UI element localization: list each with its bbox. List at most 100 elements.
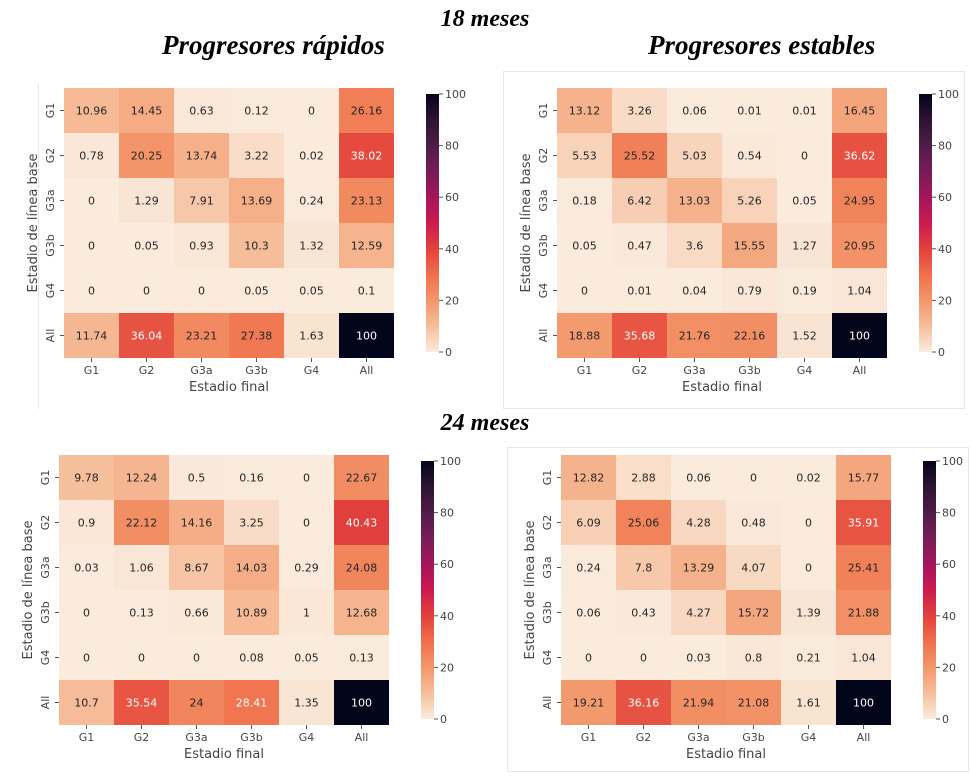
cell-value-label: 24.08 (346, 562, 378, 575)
heatmap-cell (114, 635, 169, 680)
cell-value-label: 24 (190, 697, 204, 710)
cell-value-label: 0.08 (239, 652, 264, 665)
heatmap-cell (334, 590, 389, 635)
heatmap-cell (279, 590, 334, 635)
colorbar-tick-label: 60 (440, 558, 454, 571)
heatmap-cell (114, 680, 169, 725)
heatmap-cell (224, 680, 279, 725)
heatmap-cell (114, 590, 169, 635)
x-tick-label: G3b (240, 731, 263, 744)
cell-value-label: 40.43 (346, 517, 378, 530)
cell-value-label: 10.89 (236, 607, 268, 620)
cell-value-label: 1 (303, 607, 310, 620)
heatmap-cell (59, 590, 114, 635)
x-tick-label: G4 (299, 731, 315, 744)
heatmap-cell (169, 545, 224, 590)
heatmap-cell (279, 635, 334, 680)
heatmap-cell (279, 500, 334, 545)
cell-value-label: 12.68 (346, 607, 378, 620)
y-axis-label: Estadio de línea base (21, 521, 36, 660)
colorbar-tick-label: 80 (440, 507, 454, 520)
heatmap-cell (169, 680, 224, 725)
heatmap-cell (59, 545, 114, 590)
heatmap-cell (224, 500, 279, 545)
cell-value-label: 0.05 (294, 652, 319, 665)
cell-value-label: 28.41 (236, 697, 268, 710)
heatmap-cell (334, 455, 389, 500)
cell-value-label: 3.25 (239, 517, 264, 530)
colorbar-tick-label: 40 (440, 610, 454, 623)
heatmap-cell (334, 545, 389, 590)
cell-value-label: 0.13 (129, 607, 154, 620)
cell-value-label: 0 (303, 517, 310, 530)
heatmap-cell (224, 545, 279, 590)
heatmap-cell (224, 590, 279, 635)
heatmap-cell (114, 545, 169, 590)
y-tick-label: G3b (39, 601, 52, 624)
heatmap-cell (169, 500, 224, 545)
panel-frame-18m-estables (503, 71, 965, 409)
heatmap-cell (334, 635, 389, 680)
panel-frame-18m-rapidos (38, 84, 488, 409)
heatmap-cell (169, 635, 224, 680)
heatmap-cell (169, 455, 224, 500)
cell-value-label: 0.5 (188, 472, 206, 485)
heatmap-cell (59, 635, 114, 680)
y-tick-label: G3a (39, 556, 52, 578)
heatmap-cell (279, 545, 334, 590)
heatmap-cell (114, 500, 169, 545)
cell-value-label: 0.03 (74, 562, 99, 575)
cell-value-label: 14.03 (236, 562, 268, 575)
cell-value-label: 0 (193, 652, 200, 665)
heatmap-cell (169, 590, 224, 635)
heatmap-cell (224, 635, 279, 680)
heatmap-cell (279, 455, 334, 500)
cell-value-label: 0.66 (184, 607, 209, 620)
cell-value-label: 0 (83, 607, 90, 620)
x-tick-label: G2 (134, 731, 150, 744)
colorbar-tick-label: 100 (440, 455, 461, 468)
heatmap-cell (334, 500, 389, 545)
x-axis-label: Estadio final (184, 747, 264, 762)
x-tick-label: All (355, 731, 369, 744)
colorbar-tick-label: 0 (440, 713, 447, 726)
cell-value-label: 0.9 (78, 517, 96, 530)
cell-value-label: 0.29 (294, 562, 319, 575)
panel-title-rapidos: Progresores rápidos (162, 30, 385, 60)
cell-value-label: 9.78 (74, 472, 99, 485)
cell-value-label: 35.54 (126, 697, 158, 710)
cell-value-label: 22.67 (346, 472, 378, 485)
cell-value-label: 1.35 (294, 697, 319, 710)
colorbar (421, 461, 434, 719)
y-tick-label: All (39, 696, 52, 710)
heatmap-cell (59, 455, 114, 500)
heatmap-cell (114, 455, 169, 500)
cell-value-label: 100 (351, 697, 372, 710)
heatmap-cell (334, 680, 389, 725)
cell-value-label: 0 (303, 472, 310, 485)
x-tick-label: G1 (79, 731, 95, 744)
cell-value-label: 0.13 (349, 652, 374, 665)
cell-value-label: 1.06 (129, 562, 154, 575)
title-24-meses: 24 meses (440, 410, 530, 436)
colorbar-tick-label: 20 (440, 661, 454, 674)
x-tick-label: G3a (185, 731, 207, 744)
heatmap-cell (59, 680, 114, 725)
title-18-meses: 18 meses (440, 6, 530, 32)
cell-value-label: 10.7 (74, 697, 99, 710)
cell-value-label: 14.16 (181, 517, 213, 530)
y-tick-label: G4 (39, 650, 52, 666)
y-tick-label: G1 (39, 470, 52, 486)
heatmap-cell (279, 680, 334, 725)
panel-title-estables: Progresores estables (648, 30, 876, 60)
cell-value-label: 22.12 (126, 517, 158, 530)
cell-value-label: 8.67 (184, 562, 209, 575)
panel-frame-24m-estables (507, 447, 969, 772)
cell-value-label: 0 (138, 652, 145, 665)
cell-value-label: 12.24 (126, 472, 158, 485)
cell-value-label: 0 (83, 652, 90, 665)
heatmap-cell (224, 455, 279, 500)
y-tick-label: G2 (39, 515, 52, 531)
heatmap-cell (59, 500, 114, 545)
cell-value-label: 0.16 (239, 472, 264, 485)
